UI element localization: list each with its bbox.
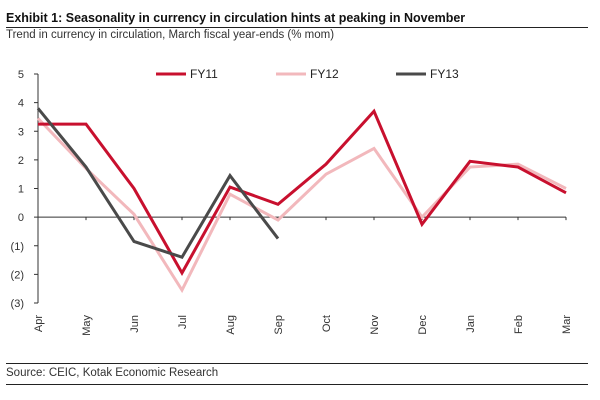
axes: 5 4 3 2 1 0 (1) (2) (3) Apr May Jun Jul Aug Sep Oct Nov D… xyxy=(11,69,573,336)
y-tick-label: 0 xyxy=(18,212,24,224)
x-tick-label: Apr xyxy=(33,315,45,332)
title-rule xyxy=(6,27,588,28)
series-line-fy11 xyxy=(38,108,567,276)
series-lines xyxy=(36,107,567,294)
chart-subtitle: Trend in currency in circulation, March … xyxy=(6,29,335,41)
y-tick-label: 3 xyxy=(18,126,24,138)
x-tick-label: Oct xyxy=(321,315,333,332)
y-tick-label: 4 xyxy=(18,98,24,110)
x-tick-label: Dec xyxy=(417,315,429,335)
y-tick-label: 5 xyxy=(18,69,24,81)
source-note: Source: CEIC, Kotak Economic Research xyxy=(6,367,219,379)
legend-label-fy13: FY13 xyxy=(430,67,459,81)
y-tick-label: (1) xyxy=(11,241,24,253)
y-tick-label: (3) xyxy=(11,298,24,310)
x-tick-label: Feb xyxy=(513,315,525,334)
x-tick-label: May xyxy=(81,315,93,336)
chart-title: Exhibit 1: Seasonality in currency in ci… xyxy=(6,11,466,25)
x-tick-label: Nov xyxy=(369,315,381,335)
y-tick-label: (2) xyxy=(11,269,24,281)
y-tick-label: 1 xyxy=(18,184,24,196)
source-rule xyxy=(6,363,588,364)
x-tick-label: Jan xyxy=(465,315,477,333)
x-tick-label: Jun xyxy=(129,315,141,333)
series-line-fy12 xyxy=(36,117,567,294)
x-tick-label: Mar xyxy=(561,315,573,334)
x-tick-label: Jul xyxy=(177,315,189,329)
x-tick-label: Aug xyxy=(225,315,237,335)
legend-label-fy11: FY11 xyxy=(190,67,218,81)
legend-label-fy12: FY12 xyxy=(310,67,339,81)
y-tick-label: 2 xyxy=(18,155,24,167)
series-line-fy13 xyxy=(36,107,280,260)
legend: FY11 FY12 FY13 xyxy=(156,67,459,81)
x-tick-label: Sep xyxy=(273,315,285,335)
bottom-rule xyxy=(6,384,588,385)
